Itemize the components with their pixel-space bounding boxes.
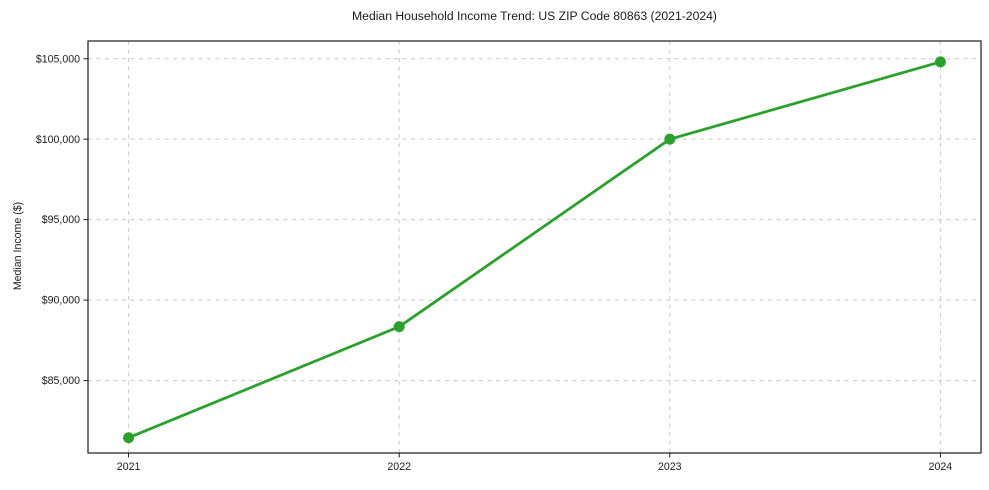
- y-axis-label: Median Income ($): [12, 201, 24, 291]
- x-tick-label: 2023: [658, 461, 682, 473]
- x-tick-label: 2024: [929, 461, 953, 473]
- y-tick-label: $85,000: [42, 375, 80, 387]
- x-tick-label: 2022: [387, 461, 411, 473]
- y-tick-label: $100,000: [36, 134, 80, 146]
- chart-title: Median Household Income Trend: US ZIP Co…: [352, 9, 717, 23]
- data-point-marker: [934, 56, 946, 68]
- data-point-marker: [664, 133, 676, 145]
- data-point-marker: [123, 432, 135, 444]
- y-tick-label: $105,000: [36, 53, 80, 65]
- y-tick-label: $95,000: [42, 214, 80, 226]
- plot-border: [87, 40, 982, 454]
- data-point-marker: [393, 321, 405, 333]
- y-tick-label: $90,000: [42, 295, 80, 307]
- x-tick-label: 2021: [117, 461, 141, 473]
- income-trend-line: [127, 60, 942, 440]
